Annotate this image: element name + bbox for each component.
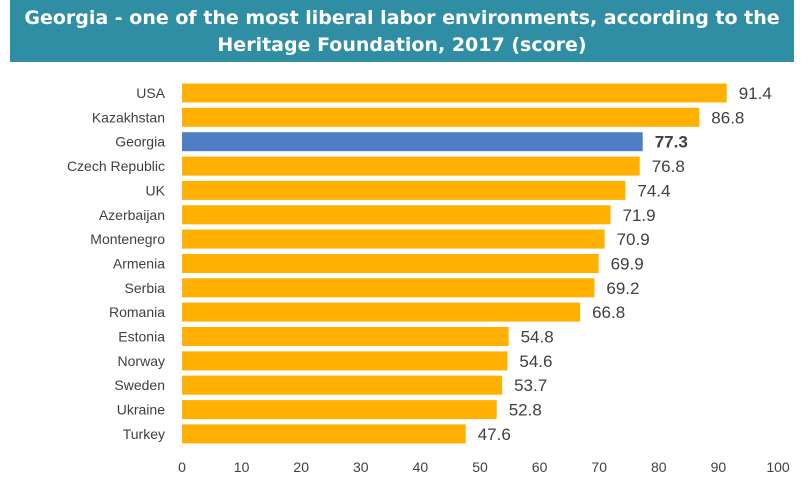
value-label-kazakhstan: 86.8 (711, 108, 744, 127)
bar-azerbaijan (182, 205, 611, 225)
value-label-serbia: 69.2 (606, 279, 639, 298)
category-labels: USA Kazakhstan Georgia Czech Republic UK Azer… (67, 85, 166, 442)
bar-uk (182, 180, 626, 200)
bar-armenia (182, 254, 599, 273)
category-label-azerbaijan: Azerbaijan (99, 207, 165, 223)
value-label-turkey: 47.6 (478, 425, 511, 444)
x-tick-label-100: 100 (766, 459, 790, 475)
bar-sweden (182, 375, 503, 395)
x-tick-label-20: 20 (293, 459, 309, 475)
bar-usa (182, 83, 727, 103)
chart-title-line-2: Heritage Foundation, 2017 (score) (217, 34, 587, 56)
bar-ukraine (182, 400, 497, 420)
category-label-czech-republic: Czech Republic (67, 158, 165, 174)
category-label-serbia: Serbia (125, 280, 166, 296)
value-label-montenegro: 70.9 (617, 230, 650, 249)
x-tick-label-80: 80 (651, 459, 667, 475)
category-label-georgia: Georgia (115, 134, 165, 150)
x-tick-label-90: 90 (711, 459, 727, 475)
bars-layer (182, 83, 727, 444)
value-label-norway: 54.6 (519, 352, 552, 371)
bar-montenegro (182, 229, 605, 249)
x-tick-label-30: 30 (353, 459, 369, 475)
bar-norway (182, 351, 508, 371)
value-label-romania: 66.8 (592, 303, 625, 322)
value-label-czech-republic: 76.8 (652, 157, 685, 176)
x-tick-label-10: 10 (234, 459, 250, 475)
value-label-estonia: 54.8 (521, 328, 554, 347)
bar-estonia (182, 327, 509, 346)
bar-kazakhstan (182, 107, 700, 127)
bar-serbia (182, 278, 595, 298)
bar-czech-republic (182, 156, 640, 176)
chart-title-line-1: Georgia - one of the most liberal labor … (24, 7, 780, 29)
category-label-sweden: Sweden (114, 377, 165, 393)
bar-romania (182, 302, 581, 322)
x-tick-label-50: 50 (472, 459, 488, 475)
value-label-uk: 74.4 (637, 181, 670, 200)
category-label-romania: Romania (109, 304, 165, 320)
category-label-armenia: Armenia (113, 256, 165, 272)
x-tick-label-40: 40 (413, 459, 429, 475)
value-label-usa: 91.4 (739, 84, 772, 103)
x-tick-label-0: 0 (178, 459, 186, 475)
category-label-estonia: Estonia (118, 329, 165, 345)
category-label-kazakhstan: Kazakhstan (92, 109, 165, 125)
value-label-sweden: 53.7 (514, 376, 547, 395)
value-label-armenia: 69.9 (611, 255, 644, 274)
x-axis-tick-labels: 0 10 20 30 40 50 60 70 80 90 100 (178, 459, 790, 475)
bar-georgia (182, 132, 643, 152)
category-label-uk: UK (146, 182, 166, 198)
x-tick-label-60: 60 (532, 459, 548, 475)
category-label-usa: USA (136, 85, 165, 101)
category-label-norway: Norway (118, 353, 165, 369)
chart-title: Georgia - one of the most liberal labor … (10, 0, 794, 62)
value-label-ukraine: 52.8 (509, 401, 542, 420)
category-label-ukraine: Ukraine (117, 402, 165, 418)
category-label-turkey: Turkey (123, 426, 165, 442)
value-labels: 91.4 86.8 77.3 76.8 74.4 71.9 70.9 69.9 69.2 66.8… (478, 84, 772, 444)
x-tick-label-70: 70 (591, 459, 607, 475)
value-label-georgia: 77.3 (655, 133, 688, 152)
category-label-montenegro: Montenegro (90, 231, 165, 247)
bar-turkey (182, 424, 466, 444)
value-label-azerbaijan: 71.9 (623, 206, 656, 225)
